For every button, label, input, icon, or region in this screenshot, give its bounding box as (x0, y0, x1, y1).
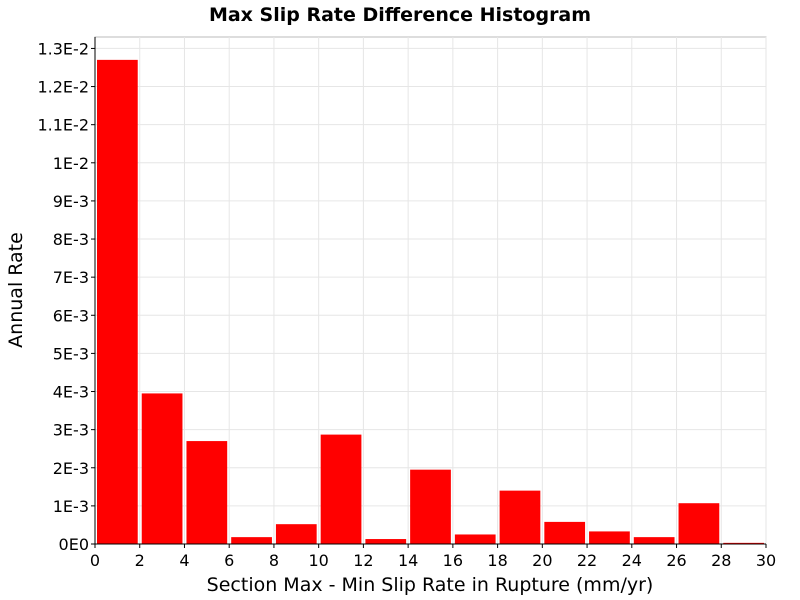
histogram-bar (499, 490, 541, 544)
y-tick-label: 8E-3 (53, 230, 89, 249)
x-tick-label: 28 (711, 551, 731, 570)
chart-title: Max Slip Rate Difference Histogram (209, 4, 591, 26)
x-tick-label: 2 (135, 551, 145, 570)
x-tick-label: 20 (532, 551, 552, 570)
histogram-bar (633, 537, 675, 544)
x-tick-label: 6 (224, 551, 234, 570)
x-tick-label: 22 (577, 551, 597, 570)
y-tick-label: 2E-3 (53, 459, 89, 478)
y-tick-label: 5E-3 (53, 344, 89, 363)
y-tick-label: 4E-3 (53, 383, 89, 402)
x-tick-label: 4 (179, 551, 189, 570)
histogram-bar (275, 524, 317, 544)
x-tick-label: 26 (666, 551, 686, 570)
x-tick-label: 16 (443, 551, 463, 570)
x-tick-label: 18 (487, 551, 507, 570)
histogram-bar (186, 441, 228, 544)
bars (97, 59, 764, 544)
x-axis-label: Section Max - Min Slip Rate in Rupture (… (207, 574, 654, 596)
histogram-bar (410, 469, 451, 544)
y-tick-label: 9E-3 (53, 192, 89, 211)
y-tick-label: 7E-3 (53, 268, 89, 287)
histogram-bar (589, 531, 630, 544)
histogram-bar (320, 434, 362, 544)
y-tick-label: 1.2E-2 (37, 78, 89, 97)
x-axis-ticks: 0 2 4 6 8 10 12 14 16 18 20 22 24 26 28 30 (90, 544, 776, 570)
y-axis-label: Annual Rate (5, 232, 27, 348)
histogram-bar (231, 537, 272, 544)
x-tick-label: 24 (622, 551, 642, 570)
x-tick-label: 30 (756, 551, 776, 570)
x-tick-label: 8 (269, 551, 279, 570)
x-tick-label: 14 (398, 551, 418, 570)
y-tick-label: 1E-2 (53, 154, 89, 173)
y-tick-label: 3E-3 (53, 421, 89, 440)
y-tick-label: 1.3E-2 (37, 39, 89, 58)
y-tick-label: 6E-3 (53, 306, 89, 325)
histogram-bar (723, 542, 764, 544)
histogram-bar (141, 393, 183, 544)
histogram-bar (678, 503, 720, 544)
histogram-bar (454, 534, 496, 544)
x-tick-label: 0 (90, 551, 100, 570)
x-tick-label: 12 (353, 551, 373, 570)
x-tick-label: 10 (308, 551, 328, 570)
histogram-bar (97, 59, 138, 544)
y-tick-label: 1.1E-2 (37, 116, 89, 135)
y-axis-ticks: 0E0 1E-3 2E-3 3E-3 4E-3 5E-3 6E-3 7E-3 8E-3 9E-3 1… (37, 39, 95, 554)
y-tick-label: 1E-3 (53, 497, 89, 516)
y-tick-label: 0E0 (59, 535, 89, 554)
histogram-bar (544, 521, 586, 544)
histogram-bar (365, 539, 407, 544)
